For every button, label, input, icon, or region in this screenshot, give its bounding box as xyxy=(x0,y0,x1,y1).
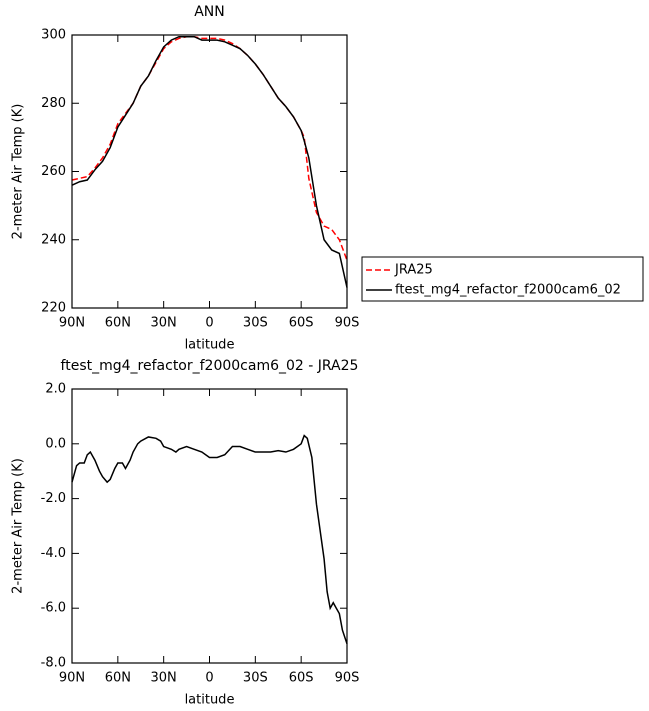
x-tick-label: 60S xyxy=(289,316,314,331)
x-tick-label: 60N xyxy=(105,671,131,686)
x-tick-label: 30N xyxy=(151,671,177,686)
panel-title: ftest_mg4_refactor_f2000cam6_02 - JRA25 xyxy=(61,358,359,374)
y-tick-label: 240 xyxy=(41,232,66,247)
y-axis-label: 2-meter Air Temp (K) xyxy=(11,104,26,240)
data-line xyxy=(71,434,348,645)
plot-frame xyxy=(71,388,348,664)
data-line xyxy=(71,35,348,261)
y-axis-label: 2-meter Air Temp (K) xyxy=(11,458,26,594)
legend-label: JRA25 xyxy=(394,263,433,278)
x-tick-label: 30S xyxy=(243,316,268,331)
y-tick-label: 0.0 xyxy=(45,436,66,451)
y-tick-label: 260 xyxy=(41,164,66,179)
panel-title: ANN xyxy=(194,4,225,20)
y-tick-label: 280 xyxy=(41,96,66,111)
y-tick-label: 2.0 xyxy=(45,382,66,397)
y-tick-label: 220 xyxy=(41,301,66,316)
x-tick-label: 60S xyxy=(289,671,314,686)
x-axis-label: latitude xyxy=(185,693,235,708)
data-line xyxy=(71,35,348,288)
x-tick-label: 0 xyxy=(205,671,213,686)
y-tick-label: -6.0 xyxy=(41,601,66,616)
x-tick-label: 90N xyxy=(59,671,85,686)
x-tick-label: 90S xyxy=(335,671,360,686)
y-tick-label: -2.0 xyxy=(41,491,66,506)
y-tick-label: -8.0 xyxy=(41,656,66,671)
plot-frame xyxy=(71,34,348,309)
x-tick-label: 0 xyxy=(205,316,213,331)
x-tick-label: 90N xyxy=(59,316,85,331)
x-axis-label: latitude xyxy=(185,338,235,353)
x-tick-label: 60N xyxy=(105,316,131,331)
legend-label: ftest_mg4_refactor_f2000cam6_02 xyxy=(395,283,621,298)
y-tick-label: -4.0 xyxy=(41,546,66,561)
y-tick-label: 300 xyxy=(41,28,66,43)
x-tick-label: 90S xyxy=(335,316,360,331)
x-tick-label: 30S xyxy=(243,671,268,686)
legend-box xyxy=(361,256,644,302)
x-tick-label: 30N xyxy=(151,316,177,331)
